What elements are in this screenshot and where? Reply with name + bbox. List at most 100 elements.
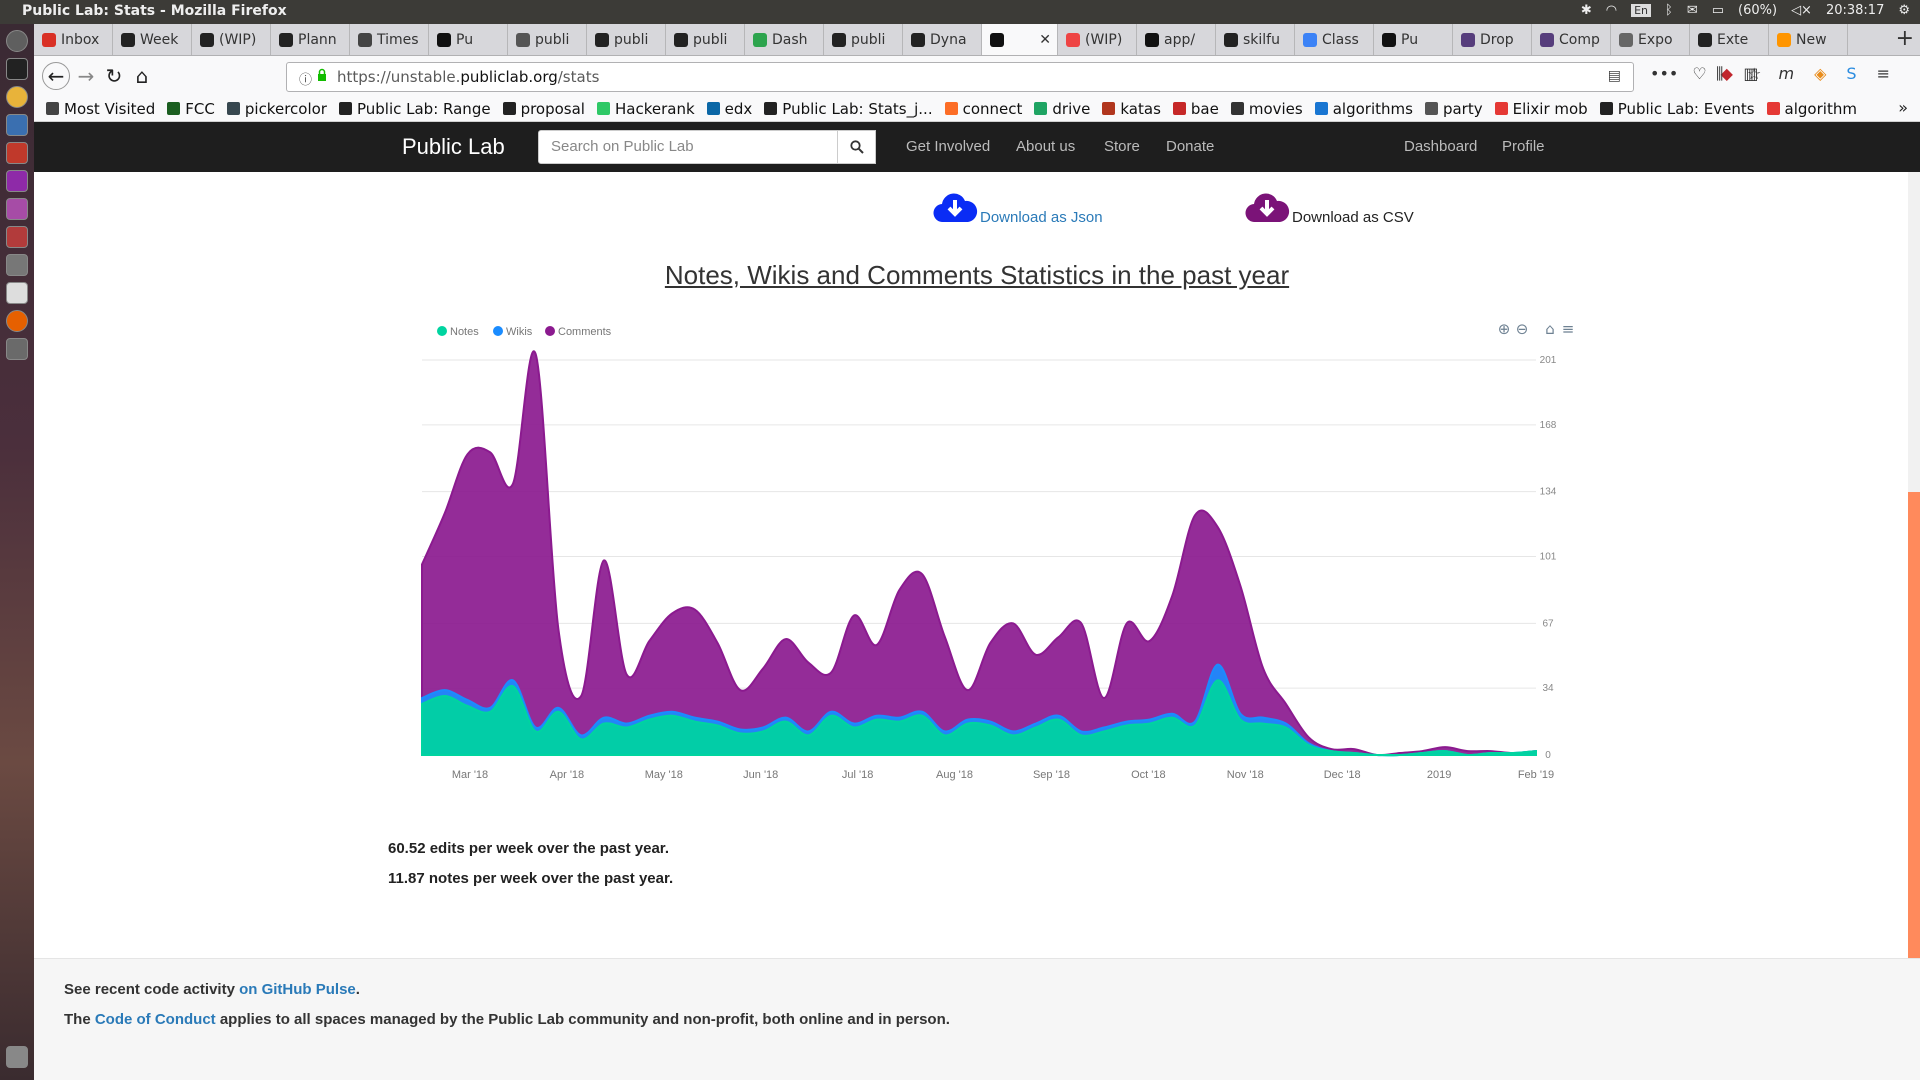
bookmark-item[interactable]: FCC xyxy=(167,100,215,118)
browser-tab[interactable]: (WIP) xyxy=(1058,24,1137,55)
launcher-files-icon[interactable] xyxy=(6,114,28,136)
browser-tab[interactable]: Inbox xyxy=(34,24,113,55)
launcher-search-icon[interactable] xyxy=(6,30,28,52)
settings-gear-icon[interactable]: ⚙ xyxy=(1898,3,1910,18)
site-search-input[interactable]: Search on Public Lab xyxy=(538,130,838,164)
reload-icon[interactable]: ↻ xyxy=(105,64,123,88)
browser-tab[interactable]: Pu xyxy=(429,24,508,55)
home-icon[interactable]: ⌂ xyxy=(135,64,149,88)
tab-active[interactable]: ✕ xyxy=(982,24,1058,55)
pocket-icon[interactable]: ♡ xyxy=(1692,64,1707,83)
nav-get-involved[interactable]: Get Involved xyxy=(906,138,991,155)
mail-icon[interactable]: ✉ xyxy=(1686,3,1698,18)
bookmark-item[interactable]: pickercolor xyxy=(226,100,327,118)
browser-tab[interactable]: Comp xyxy=(1532,24,1611,55)
launcher-app-icon[interactable] xyxy=(6,142,28,164)
bookmark-item[interactable]: katas xyxy=(1102,100,1161,118)
bookmark-item[interactable]: proposal xyxy=(502,100,585,118)
wifi-icon[interactable]: ◠ xyxy=(1605,3,1618,18)
launcher-trash-icon[interactable] xyxy=(6,1046,28,1068)
browser-tab[interactable]: Week xyxy=(113,24,192,55)
nav-store[interactable]: Store xyxy=(1104,138,1140,155)
bookmark-star-icon[interactable]: ☆ xyxy=(1746,64,1762,83)
bookmark-item[interactable]: Public Lab: Range xyxy=(338,100,491,118)
bookmark-item[interactable]: bae xyxy=(1172,100,1219,118)
lang-indicator[interactable]: En xyxy=(1631,4,1651,17)
more-actions-icon[interactable]: ••• xyxy=(1650,64,1679,83)
bookmark-item[interactable]: edx xyxy=(706,100,752,118)
launcher-app-icon[interactable] xyxy=(6,198,28,220)
extension-fox-icon[interactable]: ◈ xyxy=(1814,64,1827,83)
browser-tab[interactable]: publi xyxy=(666,24,745,55)
bookmark-item[interactable]: Elixir mob xyxy=(1494,100,1588,118)
library-icon[interactable]: ⫼ xyxy=(1716,64,1724,83)
browser-tab[interactable]: skilfu xyxy=(1216,24,1295,55)
nav-about-us[interactable]: About us xyxy=(1016,138,1076,155)
reset-zoom-home-icon[interactable]: ⌂ xyxy=(1545,320,1555,338)
nav-dashboard[interactable]: Dashboard xyxy=(1404,138,1478,155)
browser-tab[interactable]: Pu xyxy=(1374,24,1453,55)
browser-tab[interactable]: Times xyxy=(350,24,429,55)
scrollbar-thumb[interactable] xyxy=(1908,492,1920,1080)
browser-tab[interactable]: Exte xyxy=(1690,24,1769,55)
reader-view-icon[interactable]: ▤ xyxy=(1607,68,1621,84)
extension-m-icon[interactable]: m xyxy=(1778,64,1795,83)
info-icon[interactable]: ⓘ xyxy=(299,73,313,88)
extension-s-icon[interactable]: S xyxy=(1846,64,1857,83)
battery-icon[interactable]: ▭ xyxy=(1711,3,1725,18)
bluetooth-icon[interactable]: ᛒ xyxy=(1665,3,1673,18)
browser-tab[interactable]: publi xyxy=(587,24,666,55)
download-csv-link[interactable]: Download as CSV xyxy=(1244,188,1414,228)
launcher-app-icon[interactable] xyxy=(6,226,28,248)
github-pulse-link[interactable]: on GitHub Pulse xyxy=(239,981,356,998)
zoom-out-icon[interactable]: ⊖ xyxy=(1516,320,1529,338)
browser-tab[interactable]: publi xyxy=(508,24,587,55)
bookmark-item[interactable]: algorithms xyxy=(1314,100,1413,118)
bookmark-item[interactable]: connect xyxy=(944,100,1022,118)
bookmark-item[interactable]: movies xyxy=(1230,100,1303,118)
launcher-terminal-icon[interactable] xyxy=(6,58,28,80)
slack-icon[interactable]: ✱ xyxy=(1580,3,1592,18)
bookmarks-overflow-icon[interactable]: » xyxy=(1898,98,1908,117)
bookmark-item[interactable]: algorithm xyxy=(1766,100,1857,118)
browser-tab[interactable]: Plann xyxy=(271,24,350,55)
launcher-app-icon[interactable] xyxy=(6,170,28,192)
bookmark-item[interactable]: drive xyxy=(1034,100,1090,118)
clock[interactable]: 20:38:17 xyxy=(1825,3,1885,18)
sidebar-icon[interactable]: ▥ xyxy=(1743,64,1759,83)
browser-tab[interactable]: Dyna xyxy=(903,24,982,55)
chart-menu-icon[interactable]: ≡ xyxy=(1562,320,1575,338)
launcher-app-icon[interactable] xyxy=(6,254,28,276)
browser-tab[interactable]: Dash xyxy=(745,24,824,55)
zoom-in-icon[interactable]: ⊕ xyxy=(1498,320,1511,338)
browser-tab[interactable]: New xyxy=(1769,24,1848,55)
launcher-editor-icon[interactable] xyxy=(6,282,28,304)
browser-tab[interactable]: Class xyxy=(1295,24,1374,55)
forward-arrow-icon[interactable]: → xyxy=(77,64,95,88)
bookmark-item[interactable]: Public Lab: Stats_j... xyxy=(764,100,933,118)
extension-icon[interactable]: ◆ xyxy=(1720,64,1733,83)
search-button[interactable] xyxy=(838,130,876,164)
launcher-firefox-icon[interactable] xyxy=(6,310,28,332)
bookmark-item[interactable]: Public Lab: Events xyxy=(1599,100,1755,118)
menu-hamburger-icon[interactable]: ≡ xyxy=(1876,64,1890,83)
url-bar[interactable]: ⓘ https://unstable.publiclab.org/stats ▤ xyxy=(286,62,1634,92)
browser-tab[interactable]: publi xyxy=(824,24,903,55)
browser-tab[interactable]: (WIP) xyxy=(192,24,271,55)
new-tab-plus-icon[interactable]: + xyxy=(1895,26,1914,51)
bookmark-item[interactable]: Most Visited xyxy=(46,100,155,118)
code-of-conduct-link[interactable]: Code of Conduct xyxy=(94,1011,216,1028)
bookmark-item[interactable]: party xyxy=(1424,100,1483,118)
back-arrow-icon[interactable]: ← xyxy=(42,62,70,90)
download-json-link[interactable]: Download as Json xyxy=(932,188,1103,228)
launcher-app-icon[interactable] xyxy=(6,338,28,360)
browser-tab[interactable]: app/ xyxy=(1137,24,1216,55)
volume-muted-icon[interactable]: ◁× xyxy=(1791,3,1812,18)
close-tab-icon[interactable]: ✕ xyxy=(1039,32,1051,48)
nav-donate[interactable]: Donate xyxy=(1166,138,1215,155)
page-scrollbar[interactable] xyxy=(1908,172,1920,1080)
nav-profile[interactable]: Profile xyxy=(1502,138,1545,155)
bookmark-item[interactable]: Hackerank xyxy=(596,100,695,118)
browser-tab[interactable]: Drop xyxy=(1453,24,1532,55)
site-brand[interactable]: Public Lab xyxy=(402,134,505,159)
